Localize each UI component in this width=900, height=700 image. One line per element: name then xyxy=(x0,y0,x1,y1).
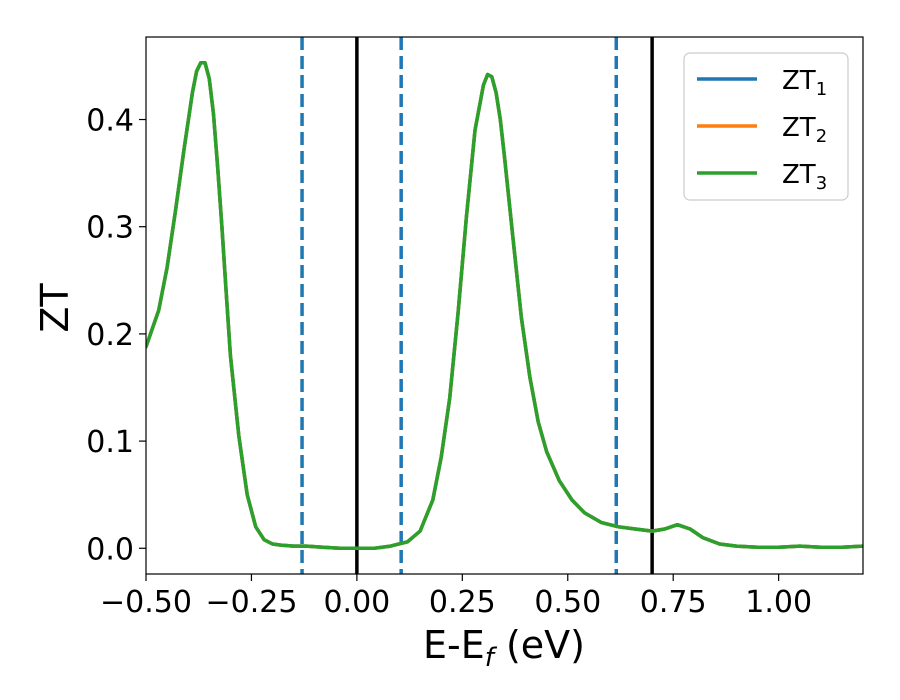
y-tick-label: 0.0 xyxy=(86,532,134,567)
plot-frame xyxy=(145,36,864,575)
y-tick-label: 0.1 xyxy=(86,425,134,460)
x-tick-label: −0.50 xyxy=(100,585,192,620)
legend-label-zt2: ZT2 xyxy=(782,113,827,147)
y-axis-title: ZT xyxy=(33,283,77,333)
x-tick-label: 0.75 xyxy=(640,585,707,620)
y-tick-label: 0.3 xyxy=(86,211,134,246)
series-line-zt3 xyxy=(146,60,863,551)
x-axis-title-main: E-E xyxy=(423,623,485,667)
x-tick-label: 0.00 xyxy=(323,585,390,620)
x-axis-title: E-Ef (eV) xyxy=(423,623,585,673)
y-tick-label: 0.4 xyxy=(86,104,134,139)
legend: ZT1 ZT2 ZT3 xyxy=(683,52,849,201)
legend-label-zt1: ZT1 xyxy=(782,66,827,100)
x-axis-title-unit: (eV) xyxy=(494,623,585,667)
legend-box xyxy=(683,52,849,201)
y-tick-label: 0.2 xyxy=(86,318,134,353)
x-tick-label: 0.50 xyxy=(534,585,601,620)
x-tick-label: 0.25 xyxy=(429,585,496,620)
legend-label-zt3: ZT3 xyxy=(782,160,827,194)
x-tick-label: 1.00 xyxy=(745,585,812,620)
x-tick-label: −0.25 xyxy=(205,585,297,620)
